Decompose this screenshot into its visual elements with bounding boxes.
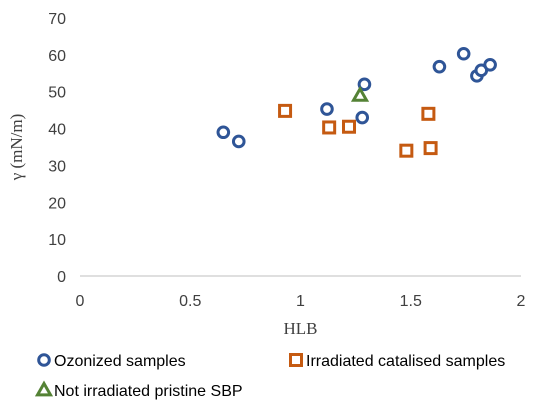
circle-data-point <box>483 58 497 72</box>
y-tick-label: 30 <box>48 158 66 175</box>
series-triangle <box>350 85 370 102</box>
y-tick-label: 0 <box>57 269 66 286</box>
legend-item: Not irradiated pristine SBP <box>34 380 243 400</box>
circle-data-point <box>357 77 372 92</box>
legend-label: Irradiated catalised samples <box>306 353 505 370</box>
x-tick-label: 1 <box>296 293 305 310</box>
y-tick-label: 50 <box>48 85 66 102</box>
x-tick-label: 0 <box>76 293 85 310</box>
x-tick-label: 0.5 <box>179 293 201 310</box>
legend-marker-square <box>289 353 303 367</box>
circle-data-point <box>231 134 246 149</box>
square-data-point <box>342 119 357 134</box>
y-axis-tick-labels: 0 10 20 30 40 50 60 70 <box>48 11 66 286</box>
legend: Ozonized samples Irradiated catalised sam… <box>34 353 505 400</box>
legend-label: Ozonized samples <box>54 353 186 370</box>
series-circle <box>216 46 497 149</box>
y-tick-label: 70 <box>48 11 66 28</box>
legend-marker-circle <box>37 353 51 367</box>
square-data-point <box>423 141 438 156</box>
circle-data-point <box>320 102 334 116</box>
square-data-point <box>278 103 293 118</box>
triangle-data-point <box>350 85 370 102</box>
square-data-point <box>421 106 436 121</box>
y-tick-label: 10 <box>48 232 66 249</box>
circle-data-point <box>456 46 471 61</box>
y-tick-label: 20 <box>48 195 66 212</box>
x-axis-tick-labels: 0 0.5 1 1.5 2 <box>76 293 526 310</box>
plot-area <box>216 46 497 158</box>
y-axis-title: γ (mN/m) <box>7 114 26 182</box>
square-data-point <box>322 120 337 135</box>
legend-item: Irradiated catalised samples <box>289 353 505 370</box>
x-tick-label: 1.5 <box>400 293 422 310</box>
circle-data-point <box>432 59 447 74</box>
y-tick-label: 60 <box>48 48 66 65</box>
legend-item: Ozonized samples <box>37 353 186 370</box>
x-tick-label: 2 <box>517 293 526 310</box>
series-square <box>278 103 438 158</box>
circle-data-point <box>355 110 370 125</box>
legend-label: Not irradiated pristine SBP <box>54 383 243 400</box>
circle-data-point <box>216 125 231 140</box>
x-axis-title: HLB <box>284 319 318 338</box>
square-data-point <box>399 143 414 158</box>
legend-marker-triangle <box>34 380 54 397</box>
y-tick-label: 40 <box>48 122 66 139</box>
